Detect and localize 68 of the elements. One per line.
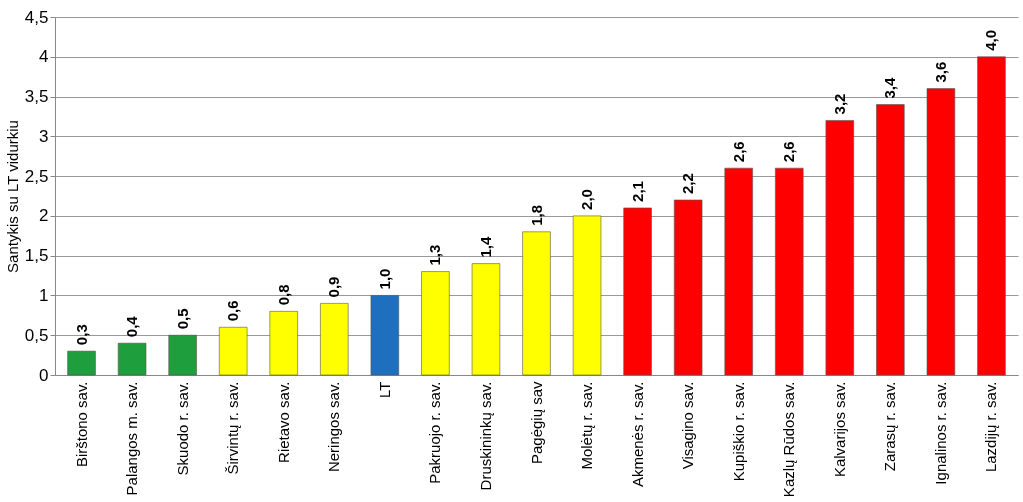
data-label: 3,6 — [931, 61, 949, 83]
x-tick-label: Druskininkų sav. — [476, 381, 494, 491]
x-tick-label: Neringos sav. — [325, 381, 343, 473]
x-tick-label: Palangos m. sav. — [123, 381, 141, 496]
data-label: 2,6 — [729, 141, 747, 163]
bar — [724, 167, 753, 376]
x-tick-label: Akmenės r. sav. — [628, 381, 646, 488]
bar — [320, 303, 349, 376]
y-tick-label: 1 — [39, 285, 49, 305]
y-tick-label: 4 — [39, 47, 49, 67]
x-tick-label: Molėtų r. sav. — [578, 381, 596, 470]
y-tick-label: 4,5 — [24, 7, 49, 27]
y-tick-label: 0,5 — [24, 325, 49, 345]
data-label: 1,3 — [426, 244, 444, 266]
x-tick-label: Rietavo sav. — [274, 381, 292, 463]
bar — [168, 334, 197, 376]
bar — [471, 263, 501, 376]
bar — [977, 56, 1006, 376]
x-tick-label: Širvintų r. sav. — [224, 381, 242, 475]
bar — [218, 326, 248, 376]
bar — [572, 215, 602, 376]
y-tick-label: 0 — [39, 365, 49, 385]
bar — [370, 295, 400, 376]
y-tick-label: 2 — [39, 206, 49, 226]
bar — [67, 350, 96, 376]
data-label: 0,8 — [274, 284, 292, 306]
bar — [623, 207, 652, 376]
x-tick-label: Ignalinos r. sav. — [931, 381, 949, 485]
bar — [775, 167, 804, 376]
y-tick-label: 1,5 — [24, 246, 49, 266]
data-label: 0,4 — [123, 315, 141, 338]
bar — [825, 120, 855, 376]
data-label: 2,0 — [578, 189, 596, 210]
data-label: 3,4 — [881, 77, 899, 99]
x-tick-label: LT — [375, 381, 393, 398]
data-label: 0,9 — [325, 276, 343, 298]
data-label: 1,4 — [476, 236, 494, 258]
x-tick-label: Pagėgių sav — [527, 381, 545, 465]
x-tick-label: Visagino sav. — [679, 381, 697, 470]
x-tick-label: Kalvarijos sav. — [830, 381, 848, 478]
x-tick-label: Lazdijų r. sav. — [982, 381, 1000, 473]
data-label: 0,3 — [72, 324, 90, 346]
y-tick-label: 3 — [39, 126, 49, 146]
data-label: 2,6 — [780, 141, 798, 163]
y-tick-label: 2,5 — [24, 166, 49, 186]
bar — [421, 271, 450, 376]
bar — [876, 104, 905, 376]
x-tick-label: Zarasų r. sav. — [881, 381, 899, 472]
data-label: 0,6 — [224, 300, 242, 322]
data-label: 2,1 — [628, 181, 646, 202]
x-tick-label: Birštono sav. — [72, 381, 90, 468]
bar — [522, 231, 551, 376]
data-label: 0,5 — [173, 308, 191, 330]
y-axis-title: Santykis su LT vidurkiu — [3, 120, 21, 273]
x-tick-label: Kazlų Rūdos sav. — [780, 381, 798, 498]
data-label: 4,0 — [982, 29, 1000, 51]
bar — [673, 199, 703, 376]
x-tick-label: Kupiškio r. sav. — [729, 381, 747, 482]
data-label: 1,0 — [375, 268, 393, 290]
bar — [269, 311, 298, 376]
x-tick-label: Pakruojo r. sav. — [426, 381, 444, 484]
data-label: 2,2 — [679, 173, 697, 194]
data-label: 1,8 — [527, 204, 545, 226]
bar — [117, 342, 147, 376]
bar — [926, 88, 956, 376]
data-label: 3,2 — [830, 93, 848, 115]
y-tick-label: 3,5 — [24, 87, 49, 107]
x-tick-label: Skuodo r. sav. — [173, 381, 191, 476]
